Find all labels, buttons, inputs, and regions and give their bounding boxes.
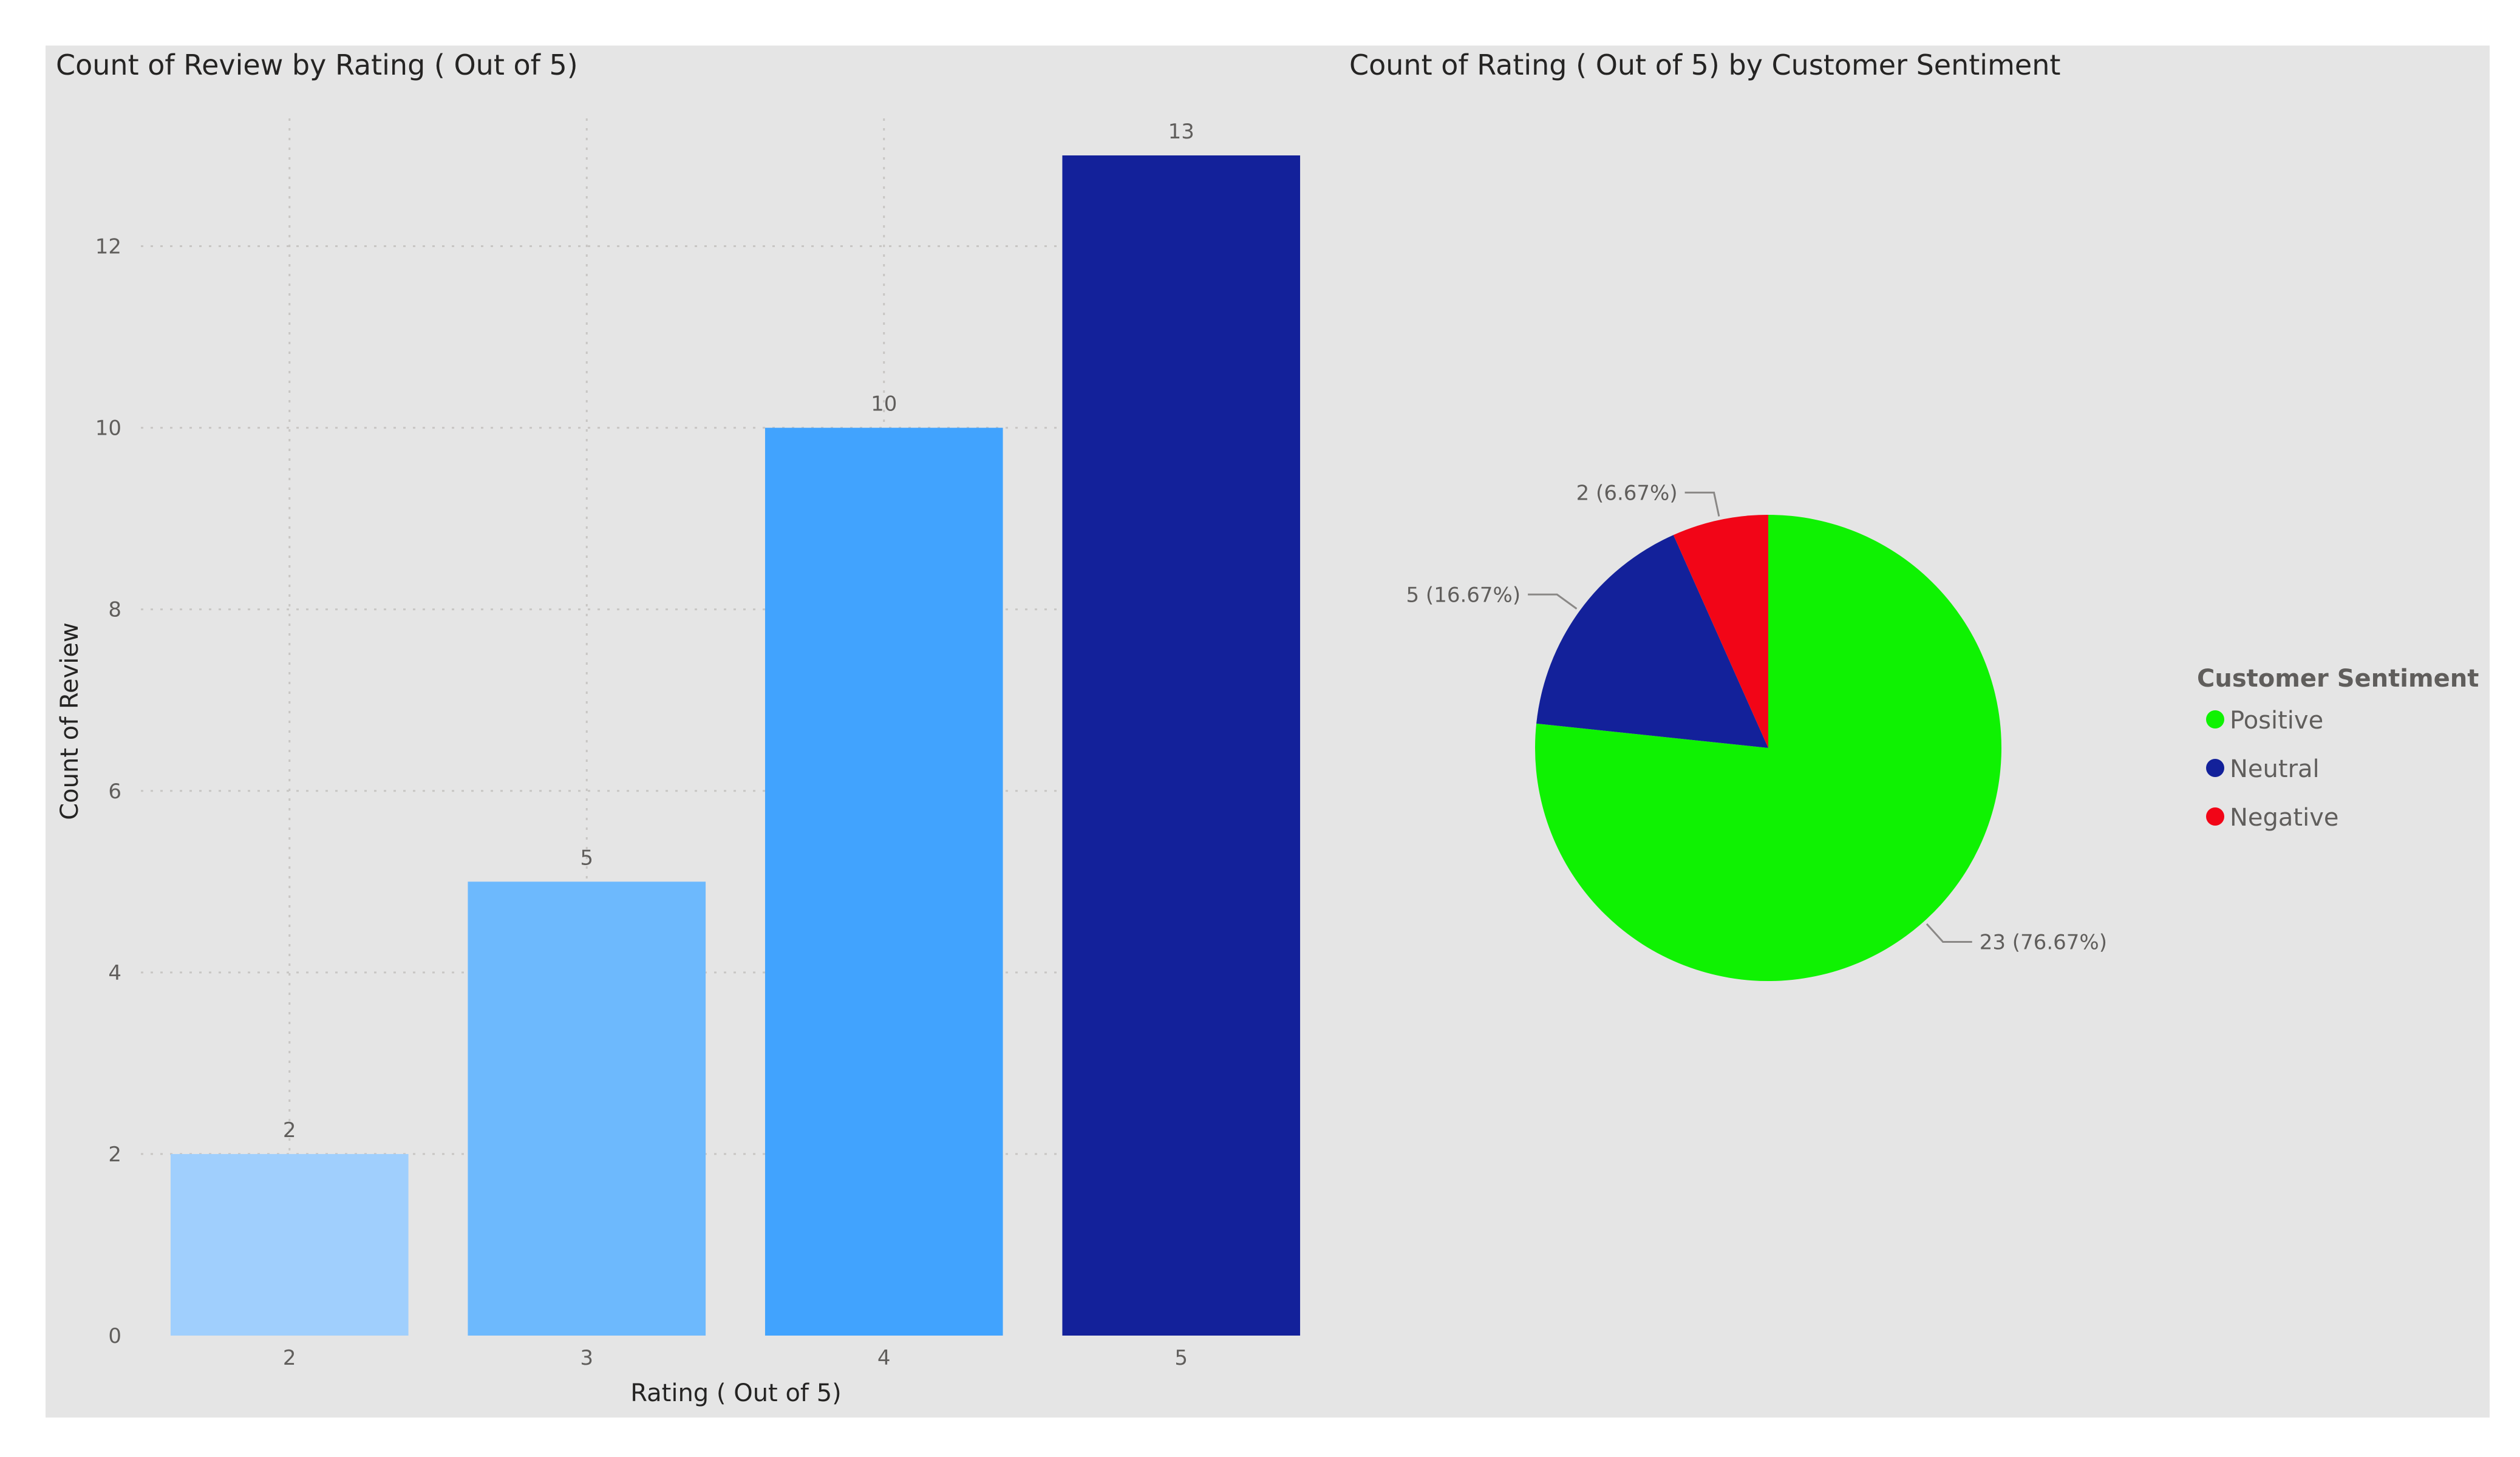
- pie-chart[interactable]: Count of Rating ( Out of 5) by Customer …: [1349, 49, 2107, 981]
- y-tick-label: 2: [108, 1143, 121, 1167]
- pie-slice-negative[interactable]: [1673, 515, 1768, 748]
- x-tick-label: 5: [1174, 1346, 1188, 1370]
- y-tick-label: 12: [95, 235, 121, 259]
- bar-chart-data-labels: 2 5 10 13: [283, 120, 1194, 1143]
- bar-chart-y-axis: 0 2 4 6 8 10 12: [95, 235, 121, 1348]
- legend-item-negative[interactable]: Negative: [2206, 804, 2339, 832]
- y-tick-label: 0: [108, 1324, 121, 1348]
- bar-chart-title: Count of Review by Rating ( Out of 5): [56, 49, 578, 81]
- y-tick-label: 10: [95, 416, 121, 441]
- pie-chart-title: Count of Rating ( Out of 5) by Customer …: [1349, 49, 2060, 81]
- legend-marker: [2206, 759, 2224, 777]
- pie-slice-neutral[interactable]: [1536, 535, 1768, 748]
- legend-items[interactable]: Positive Neutral Negative: [2206, 707, 2339, 832]
- bar-rating-3[interactable]: [468, 881, 706, 1336]
- legend-marker: [2206, 710, 2224, 728]
- x-tick-label: 2: [283, 1346, 296, 1370]
- bar-rating-2[interactable]: [170, 1153, 409, 1336]
- bar-rating-4[interactable]: [765, 427, 1003, 1336]
- legend-item-positive[interactable]: Positive: [2206, 707, 2323, 735]
- legend-label: Positive: [2230, 707, 2323, 735]
- legend-title: Customer Sentiment: [2197, 665, 2479, 693]
- pie-leader-line: [1926, 923, 1972, 943]
- pie-chart-legend[interactable]: Customer Sentiment Positive Neutral Negati…: [2197, 665, 2479, 832]
- bar-chart-x-axis-title: Rating ( Out of 5): [630, 1379, 842, 1407]
- pie-chart-data-labels: 23 (76.67%) 5 (16.67%) 2 (6.67%): [1406, 481, 2106, 954]
- legend-label: Negative: [2230, 804, 2339, 832]
- legend-marker: [2206, 807, 2224, 826]
- legend-item-neutral[interactable]: Neutral: [2206, 755, 2320, 783]
- y-tick-label: 4: [108, 961, 121, 985]
- y-tick-label: 8: [108, 598, 121, 622]
- bar-chart[interactable]: Count of Review by Rating ( Out of 5) 0 2…: [56, 49, 1301, 1407]
- pie-leader-line: [1528, 593, 1578, 610]
- bar-chart-x-axis: 2 3 4 5: [283, 1346, 1188, 1370]
- bar-chart-bars[interactable]: [170, 155, 1301, 1336]
- bar-data-label: 10: [871, 392, 897, 416]
- pie-chart-slices[interactable]: [1535, 515, 2002, 981]
- legend-label: Neutral: [2230, 755, 2320, 783]
- pie-data-label: 5 (16.67%): [1406, 583, 1521, 607]
- pie-data-label: 23 (76.67%): [1980, 931, 2107, 955]
- pie-data-label: 2 (6.67%): [1576, 481, 1678, 505]
- bar-data-label: 2: [283, 1118, 296, 1143]
- bar-data-label: 5: [580, 846, 593, 870]
- pie-leader-line: [1684, 491, 1720, 517]
- bar-chart-y-axis-title: Count of Review: [56, 622, 84, 820]
- bar-rating-5[interactable]: [1062, 155, 1301, 1336]
- y-tick-label: 6: [108, 779, 121, 804]
- x-tick-label: 4: [877, 1346, 891, 1370]
- x-tick-label: 3: [580, 1346, 593, 1370]
- bar-data-label: 13: [1168, 120, 1194, 144]
